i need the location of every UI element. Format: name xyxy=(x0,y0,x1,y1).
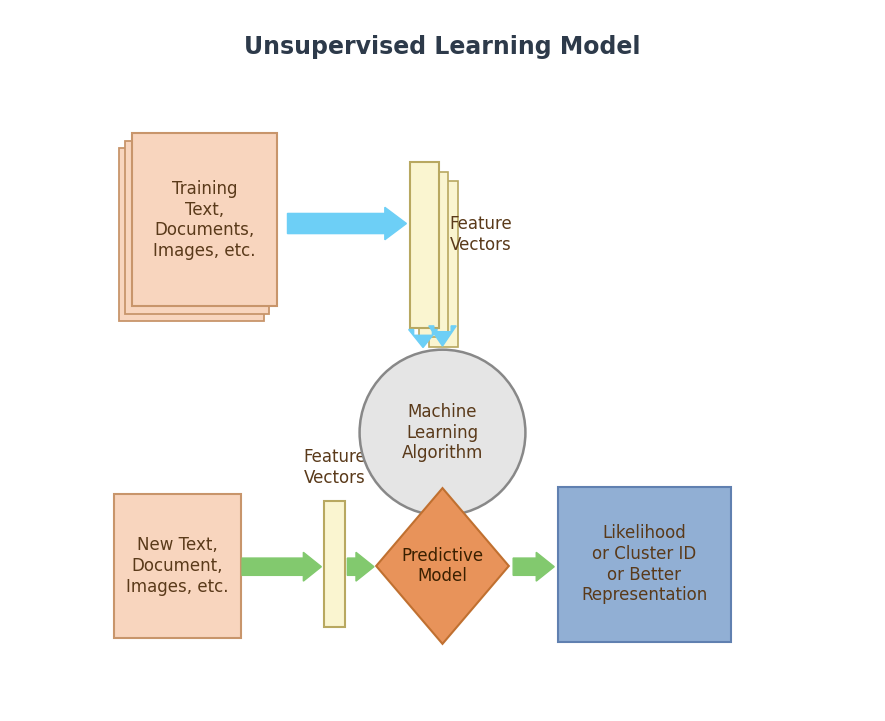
Text: Machine
Learning
Algorithm: Machine Learning Algorithm xyxy=(402,403,483,462)
FancyBboxPatch shape xyxy=(126,141,269,314)
Text: Unsupervised Learning Model: Unsupervised Learning Model xyxy=(244,35,641,59)
FancyBboxPatch shape xyxy=(410,162,439,328)
FancyBboxPatch shape xyxy=(558,487,731,642)
FancyBboxPatch shape xyxy=(429,181,458,347)
Text: Likelihood
or Cluster ID
or Better
Representation: Likelihood or Cluster ID or Better Repre… xyxy=(581,524,707,604)
FancyArrow shape xyxy=(347,552,374,581)
FancyArrow shape xyxy=(242,552,321,581)
Text: Predictive
Model: Predictive Model xyxy=(402,547,483,585)
Text: Feature
Vectors: Feature Vectors xyxy=(303,448,366,487)
FancyBboxPatch shape xyxy=(133,133,277,306)
Text: Training
Text,
Documents,
Images, etc.: Training Text, Documents, Images, etc. xyxy=(153,180,256,260)
FancyArrow shape xyxy=(513,552,554,581)
Polygon shape xyxy=(376,488,509,644)
FancyArrow shape xyxy=(409,329,437,348)
Text: New Text,
Document,
Images, etc.: New Text, Document, Images, etc. xyxy=(127,536,229,596)
FancyBboxPatch shape xyxy=(419,172,449,337)
FancyArrow shape xyxy=(429,481,456,519)
FancyArrow shape xyxy=(288,208,406,239)
FancyBboxPatch shape xyxy=(324,501,345,627)
Text: Feature
Vectors: Feature Vectors xyxy=(450,215,512,254)
FancyBboxPatch shape xyxy=(114,494,241,638)
FancyArrow shape xyxy=(429,326,456,346)
Ellipse shape xyxy=(359,350,526,516)
FancyBboxPatch shape xyxy=(119,148,264,321)
